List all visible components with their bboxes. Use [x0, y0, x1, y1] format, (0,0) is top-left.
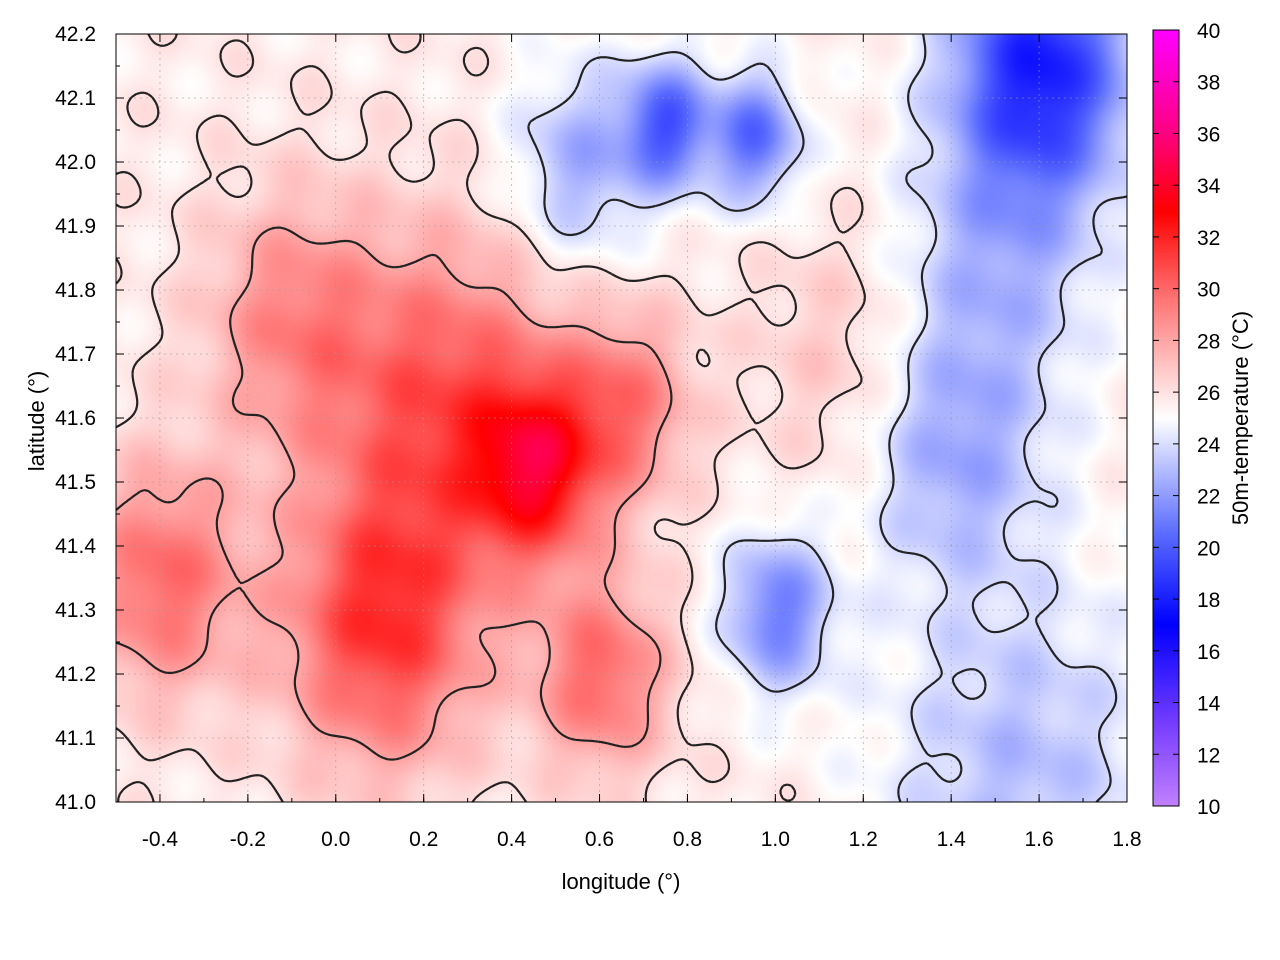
colorbar-tick-label: 34	[1197, 175, 1221, 198]
colorbar-tick-label: 36	[1197, 123, 1220, 146]
colorbar-tick-label: 26	[1197, 382, 1220, 405]
plot-area	[115, 33, 1128, 803]
colorbar-tick-label: 32	[1197, 227, 1220, 250]
colorbar-frame	[1152, 29, 1180, 807]
x-tick-label: 1.4	[937, 828, 967, 851]
y-tick-label: 42.1	[55, 87, 96, 110]
colorbar-tick-label: 40	[1197, 20, 1220, 43]
contour-line	[116, 226, 673, 761]
y-tick-label: 41.3	[55, 599, 96, 622]
colorbar-tick-label: 18	[1197, 589, 1220, 612]
colorbar-tick-label: 20	[1197, 537, 1220, 560]
y-tick-label: 41.9	[55, 215, 96, 238]
colorbar-ticks: 10 12 14 16 18 20 22 24 26 28 30 32 34 36 38 40	[1153, 20, 1221, 819]
colorbar-tick-label: 22	[1197, 486, 1220, 509]
y-tick-label: 41.1	[55, 727, 96, 750]
y-tick-label: 41.6	[55, 407, 96, 430]
colorbar-tick-label: 28	[1197, 330, 1220, 353]
colorbar-tick-label: 10	[1197, 796, 1220, 819]
x-tick-label: -0.2	[230, 828, 266, 851]
x-axis-title: longitude (°)	[562, 869, 681, 894]
contour-lines	[116, 34, 1127, 802]
x-tick-label: 0.8	[673, 828, 702, 851]
y-tick-label: 41.4	[55, 535, 96, 558]
y-axis: 41.0 41.1 41.2 41.3 41.4 41.5 41.6 41.7 41.8 41.9…	[55, 23, 1127, 814]
y-axis-title: latitude (°)	[24, 371, 49, 472]
x-tick-label: 1.0	[761, 828, 790, 851]
colorbar-tick-label: 38	[1197, 72, 1220, 95]
x-tick-label: 1.6	[1024, 828, 1053, 851]
x-axis: -0.4 -0.2 0.0 0.2 0.4 0.6 0.8 1.0 1.2 1.4 1.6 1.8	[115, 34, 1142, 851]
x-tick-label: 0.2	[409, 828, 438, 851]
colorbar: 10 12 14 16 18 20 22 24 26 28 30 32 34 36 38 40 50m-tem…	[1152, 20, 1253, 819]
colorbar-tick-label: 24	[1197, 434, 1221, 457]
colorbar-title: 50m-temperature (°C)	[1228, 311, 1253, 525]
x-tick-label: 0.4	[497, 828, 527, 851]
x-tick-label: 0.6	[585, 828, 614, 851]
y-tick-label: 42.0	[55, 151, 96, 174]
y-tick-label: 41.2	[55, 663, 96, 686]
x-tick-label: 1.8	[1112, 828, 1141, 851]
y-tick-label: 41.8	[55, 279, 96, 302]
colorbar-tick-label: 14	[1197, 693, 1221, 716]
colorbar-tick-label: 30	[1197, 279, 1220, 302]
contour-line	[116, 34, 866, 802]
colorbar-tick-label: 12	[1197, 744, 1220, 767]
x-tick-label: 1.2	[849, 828, 878, 851]
y-tick-label: 41.0	[55, 791, 96, 814]
y-tick-label: 41.5	[55, 471, 96, 494]
colorbar-gradient	[1153, 30, 1179, 806]
x-tick-label: 0.0	[321, 828, 350, 851]
x-tick-label: -0.4	[142, 828, 179, 851]
y-tick-label: 41.7	[55, 343, 96, 366]
y-tick-label: 42.2	[55, 23, 96, 46]
colorbar-tick-label: 16	[1197, 641, 1220, 664]
